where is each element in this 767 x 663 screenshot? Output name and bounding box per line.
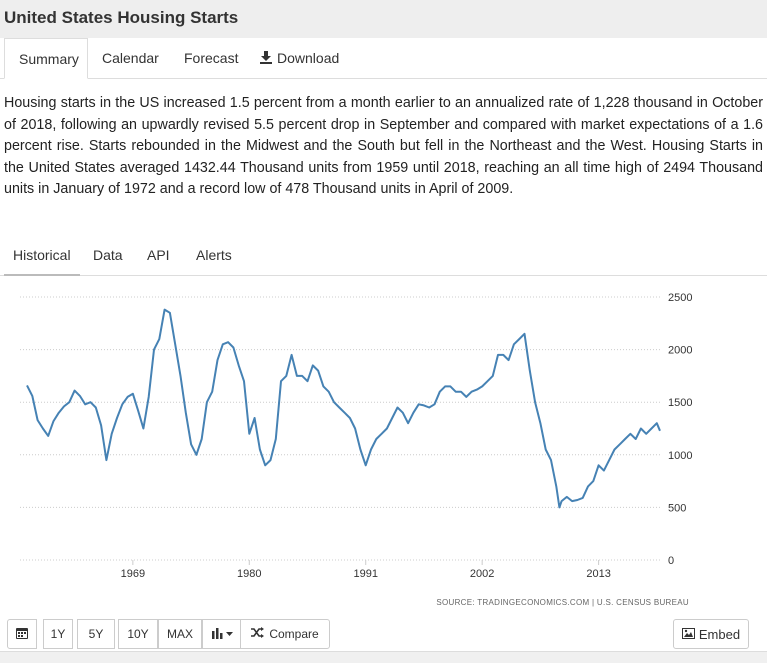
y-tick-label: 1500	[668, 397, 692, 409]
bar-chart-dropdown-icon	[212, 627, 234, 642]
tab-forecast[interactable]: Forecast	[184, 50, 239, 66]
chart-type-button[interactable]	[202, 619, 244, 649]
tab-calendar[interactable]: Calendar	[102, 50, 159, 66]
main-tab-bar: Summary Calendar Forecast Download	[0, 38, 767, 79]
y-tick-label: 2000	[668, 345, 692, 357]
x-tick-label: 1969	[121, 568, 145, 580]
tab-api[interactable]: API	[147, 247, 170, 263]
compare-label: Compare	[269, 627, 319, 641]
embed-label: Embed	[698, 626, 741, 642]
x-tick-label: 1991	[353, 568, 377, 580]
summary-text: Housing starts in the US increased 1.5 p…	[4, 95, 763, 198]
housing-starts-chart: 0 500 1000 1500 2000 2500 1969 1980 1991 2002 201…	[20, 292, 692, 607]
y-tick-label: 0	[668, 555, 674, 567]
download-icon	[260, 51, 272, 67]
y-tick-label: 500	[668, 502, 686, 514]
series-line	[26, 308, 661, 509]
y-tick-label: 1000	[668, 450, 692, 462]
x-tick-label: 2013	[586, 568, 610, 580]
x-tick-label: 1980	[237, 568, 261, 580]
range-5y-button[interactable]: 5Y	[77, 619, 115, 649]
range-1y-button[interactable]: 1Y	[43, 619, 73, 649]
chart-area: 0 500 1000 1500 2000 2500 1969 1980 1991 2002 201…	[0, 285, 767, 610]
tab-download-label: Download	[277, 50, 340, 66]
chart-source: SOURCE: TRADINGECONOMICS.COM | U.S. CENS…	[436, 598, 689, 607]
tab-download[interactable]: Download	[260, 38, 339, 79]
shuffle-icon	[251, 627, 265, 641]
y-tick-label: 2500	[668, 292, 692, 304]
calendar-button[interactable]	[7, 619, 37, 649]
footer-strip	[0, 651, 767, 663]
range-10y-button[interactable]: 10Y	[118, 619, 158, 649]
image-icon	[681, 627, 695, 642]
compare-button[interactable]: Compare	[240, 619, 330, 649]
tab-summary[interactable]: Summary	[4, 38, 88, 79]
tab-data[interactable]: Data	[93, 247, 123, 263]
tab-alerts[interactable]: Alerts	[196, 247, 232, 263]
range-max-button[interactable]: MAX	[158, 619, 202, 649]
page-title: United States Housing Starts	[0, 0, 767, 38]
embed-button[interactable]: Embed	[673, 619, 749, 649]
tab-historical[interactable]: Historical	[4, 235, 80, 276]
calendar-icon	[16, 627, 28, 642]
x-tick-label: 2002	[470, 568, 494, 580]
sub-tab-bar: Historical Data API Alerts	[0, 235, 767, 276]
